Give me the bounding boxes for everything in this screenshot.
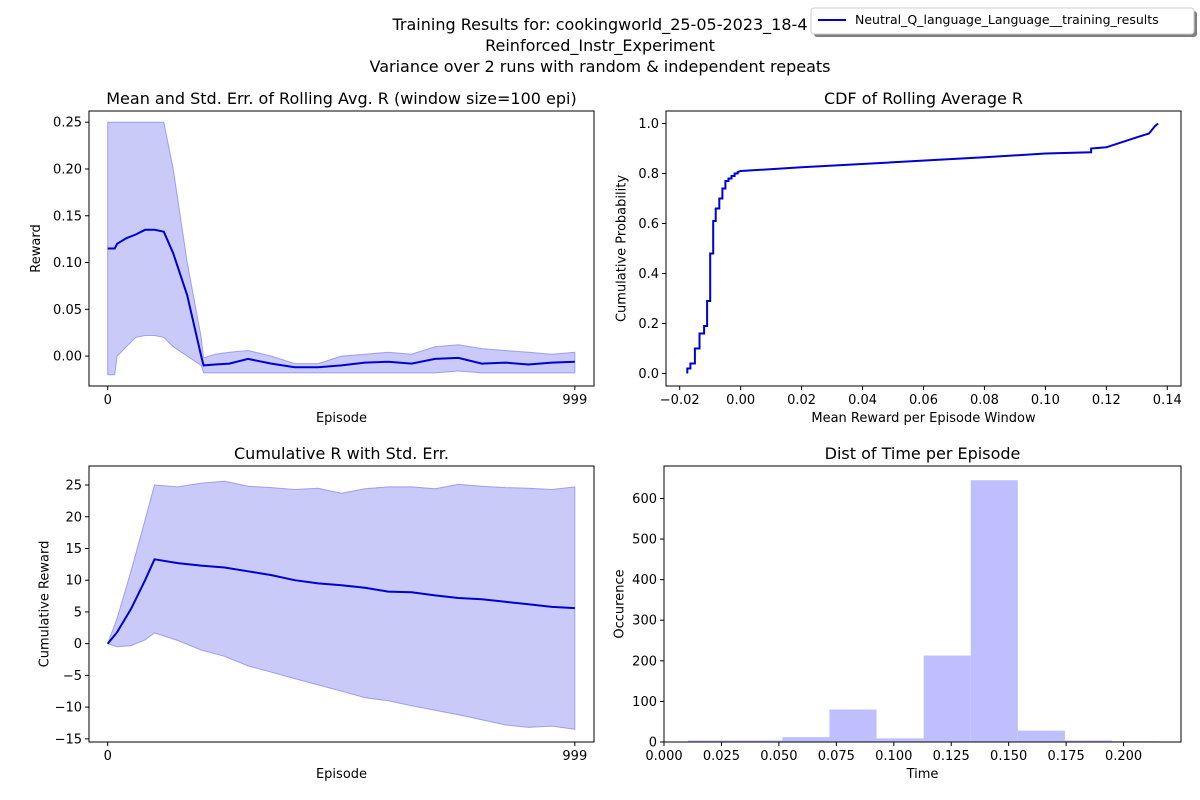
cumulative-xtick-label-1: 999 (562, 749, 587, 764)
cdf-xtick-label-4: 0.06 (909, 393, 938, 408)
cdf-ytick-label-4: 0.8 (638, 167, 659, 182)
cumulative-ylabel: Cumulative Reward (37, 541, 52, 668)
legend-frame (810, 7, 1195, 35)
time_hist-bar-0 (688, 740, 736, 742)
time_hist-xtick-label-8: 0.200 (1105, 749, 1142, 764)
cdf-ytick-label-5: 1.0 (638, 117, 659, 132)
axes-cdf: CDF of Rolling Average R −0.02 0.00 0.02 0.0… (614, 89, 1181, 426)
rolling-axes-frame (88, 110, 595, 387)
time_hist-bar-7 (1017, 730, 1065, 742)
legend-label: Neutral_Q_language_Language__training_re… (855, 12, 1159, 27)
time_hist-xtick-label-0: 0.000 (645, 749, 682, 764)
rolling-xtick-label-0: 0 (104, 393, 112, 408)
cdf-axes-frame (665, 110, 1182, 387)
cumulative-title: Cumulative R with Std. Err. (234, 444, 449, 463)
suptitle: Training Results for: cookingworld_25-05… (370, 15, 831, 76)
cumulative-axes-frame (88, 465, 595, 743)
rolling-xlabel: Episode (316, 411, 367, 426)
axes-rolling-average: Mean and Std. Err. of Rolling Avg. R (wi… (29, 89, 595, 426)
cdf-ytick-label-3: 0.6 (638, 217, 659, 232)
time_hist-ytick-label-1: 100 (632, 695, 657, 710)
time_hist-xtick-label-2: 0.050 (760, 749, 797, 764)
rolling-ytick-label-3: 0.15 (53, 209, 82, 224)
time_hist-xlabel: Time (906, 767, 939, 782)
cdf-xtick-label-7: 0.12 (1092, 393, 1121, 408)
legend: Neutral_Q_language_Language__training_re… (810, 7, 1197, 37)
cumulative-ytick-label-2: −5 (63, 669, 82, 684)
time_hist-ytick-label-4: 400 (632, 573, 657, 588)
rolling-ytick-label-5: 0.25 (53, 116, 82, 131)
cumulative-series-line (106, 558, 575, 645)
cumulative-ytick-label-7: 20 (65, 510, 82, 525)
cdf-xtick-label-2: 0.02 (787, 393, 816, 408)
cdf-xtick-label-8: 0.14 (1153, 393, 1182, 408)
rolling-xtick-label-1: 999 (562, 393, 587, 408)
cumulative-xtick-label-0: 0 (104, 749, 112, 764)
time_hist-xtick-label-7: 0.175 (1048, 749, 1085, 764)
cdf-xtick-label-0: −0.02 (660, 393, 700, 408)
time_hist-axes-frame (663, 465, 1182, 743)
time_hist-ytick-label-3: 300 (632, 614, 657, 629)
time_hist-bar-4 (876, 738, 924, 742)
rolling-std-err-band (107, 121, 576, 376)
cumulative-ytick-label-1: −10 (55, 701, 82, 716)
time_hist-ylabel: Occurence (612, 569, 627, 638)
time_hist-xtick-label-6: 0.150 (990, 749, 1027, 764)
axes-cumulative-reward: Cumulative R with Std. Err. 0 999 −15 −10 −5 0… (37, 444, 595, 782)
cdf-xlabel: Mean Reward per Episode Window (811, 411, 1036, 426)
rolling-ylabel: Reward (29, 224, 44, 272)
time_hist-ytick-label-2: 200 (632, 654, 657, 669)
rolling-title: Mean and Std. Err. of Rolling Avg. R (wi… (106, 89, 577, 108)
time_hist-bar-5 (923, 655, 971, 742)
time_hist-ytick-label-6: 600 (632, 492, 657, 507)
cdf-series-line (686, 122, 1159, 374)
cdf-xtick-label-6: 0.10 (1031, 393, 1060, 408)
time_hist-xtick-label-4: 0.100 (875, 749, 912, 764)
suptitle-line-1: Training Results for: cookingworld_25-05… (391, 15, 807, 35)
time_hist-xtick-label-1: 0.025 (703, 749, 740, 764)
time_hist-title: Dist of Time per Episode (825, 444, 1021, 463)
time_hist-xtick-label-3: 0.075 (818, 749, 855, 764)
cdf-ytick-label-1: 0.2 (638, 317, 659, 332)
rolling-ytick-label-1: 0.05 (53, 303, 82, 318)
suptitle-line-3: Variance over 2 runs with random & indep… (370, 57, 831, 76)
cumulative-ytick-label-4: 5 (74, 605, 82, 620)
cdf-xtick-label-5: 0.08 (970, 393, 999, 408)
time_hist-bar-1 (735, 740, 783, 742)
cumulative-ytick-label-0: −15 (55, 732, 82, 747)
time_hist-bar-8 (1064, 740, 1113, 742)
cdf-xtick-label-1: 0.00 (726, 393, 755, 408)
cumulative-ytick-label-3: 0 (74, 637, 82, 652)
time_hist-ytick-label-5: 500 (632, 533, 657, 548)
time_hist-ytick-label-0: 0 (649, 736, 657, 751)
cdf-ylabel: Cumulative Probability (614, 175, 629, 322)
rolling-series-line (107, 228, 575, 369)
cumulative-std-err-band (107, 480, 576, 730)
rolling-ytick-label-2: 0.10 (53, 256, 82, 271)
cdf-ytick-label-2: 0.4 (638, 267, 659, 282)
suptitle-line-2: Reinforced_Instr_Experiment (485, 36, 715, 56)
cdf-xtick-label-3: 0.04 (848, 393, 877, 408)
cumulative-ytick-label-6: 15 (65, 542, 82, 557)
rolling-ytick-label-0: 0.00 (53, 350, 82, 365)
cumulative-xlabel: Episode (316, 767, 367, 782)
time_hist-bar-2 (782, 737, 830, 742)
axes-time-histogram: Dist of Time per Episode 0.000 0.025 0.050 0… (612, 444, 1182, 782)
time_hist-xtick-label-5: 0.125 (933, 749, 970, 764)
cumulative-ytick-label-5: 10 (65, 574, 82, 589)
cdf-title: CDF of Rolling Average R (824, 89, 1023, 108)
cdf-ytick-label-0: 0.0 (638, 367, 659, 382)
time_hist-bar-3 (829, 709, 877, 742)
time_hist-bar-6 (970, 480, 1018, 742)
rolling-ytick-label-4: 0.20 (53, 162, 82, 177)
cumulative-ytick-label-8: 25 (65, 479, 82, 494)
